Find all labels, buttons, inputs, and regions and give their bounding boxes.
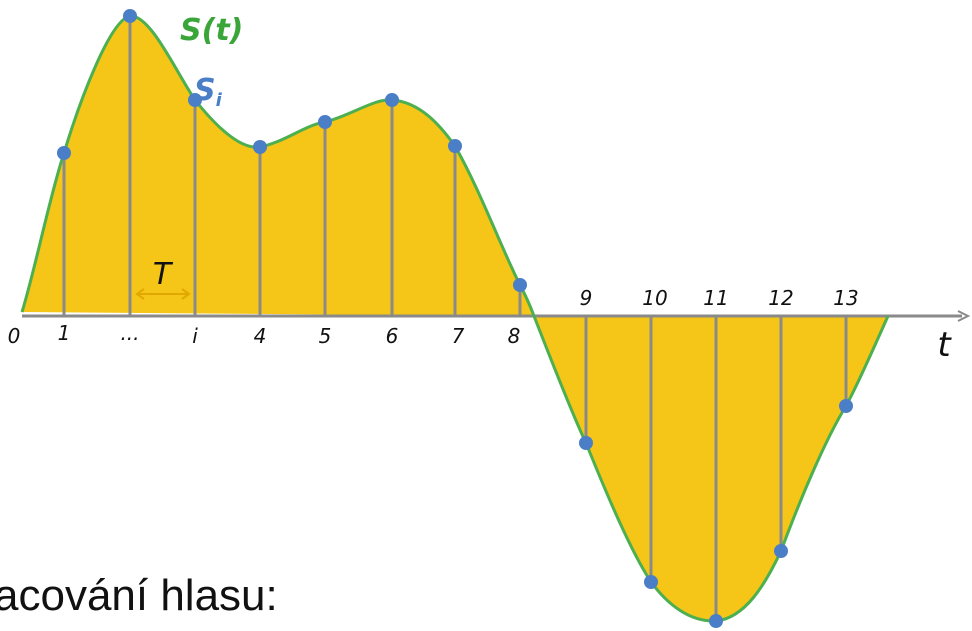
tick-i: i <box>192 324 198 348</box>
tick-11: 11 <box>703 286 728 310</box>
tick-9: 9 <box>580 286 593 310</box>
signal-label: S(t) <box>180 13 243 48</box>
tick-12: 12 <box>768 286 793 310</box>
sample-point-6 <box>385 93 399 107</box>
tick-4: 4 <box>254 324 267 348</box>
sample-point-12 <box>774 544 788 558</box>
tick-1: 1 <box>58 321 71 345</box>
sample-point-i <box>188 93 202 107</box>
tick-7: 7 <box>452 324 465 348</box>
sample-stems <box>62 16 848 621</box>
tick-13: 13 <box>833 286 858 310</box>
sample-points <box>57 9 853 628</box>
sample-point-10 <box>644 575 658 589</box>
sample-point-8 <box>513 278 527 292</box>
tick-8: 8 <box>508 324 521 348</box>
tick-6: 6 <box>386 324 399 348</box>
signal-area <box>22 15 534 316</box>
axis-label: t <box>937 325 952 365</box>
sample-point-4 <box>253 140 267 154</box>
tick-0: 0 <box>8 324 21 348</box>
period-label: T <box>153 257 174 292</box>
caption-text: acování hlasu: <box>0 571 278 620</box>
signal-area-negative <box>534 316 888 622</box>
axis-arrow <box>957 310 971 322</box>
sample-point-2 <box>123 9 137 23</box>
signal-curve <box>20 14 890 623</box>
sample-label-main: S <box>194 73 216 108</box>
sample-point-13 <box>839 399 853 413</box>
sample-point-1 <box>57 146 71 160</box>
caption: acování hlasu: <box>0 560 620 631</box>
period-arrow <box>135 288 191 300</box>
tick-5: 5 <box>319 324 332 348</box>
sample-point-5 <box>318 115 332 129</box>
sample-label-sub: i <box>216 90 223 111</box>
sample-label: Si <box>194 73 223 111</box>
tick-ellipsis: ... <box>120 321 139 345</box>
sample-point-9 <box>579 436 593 450</box>
sample-point-7 <box>448 139 462 153</box>
tick-labels: 0 1 ... i 4 5 6 7 8 9 10 11 12 13 <box>8 286 859 348</box>
sample-point-11 <box>709 614 723 628</box>
tick-10: 10 <box>642 286 667 310</box>
